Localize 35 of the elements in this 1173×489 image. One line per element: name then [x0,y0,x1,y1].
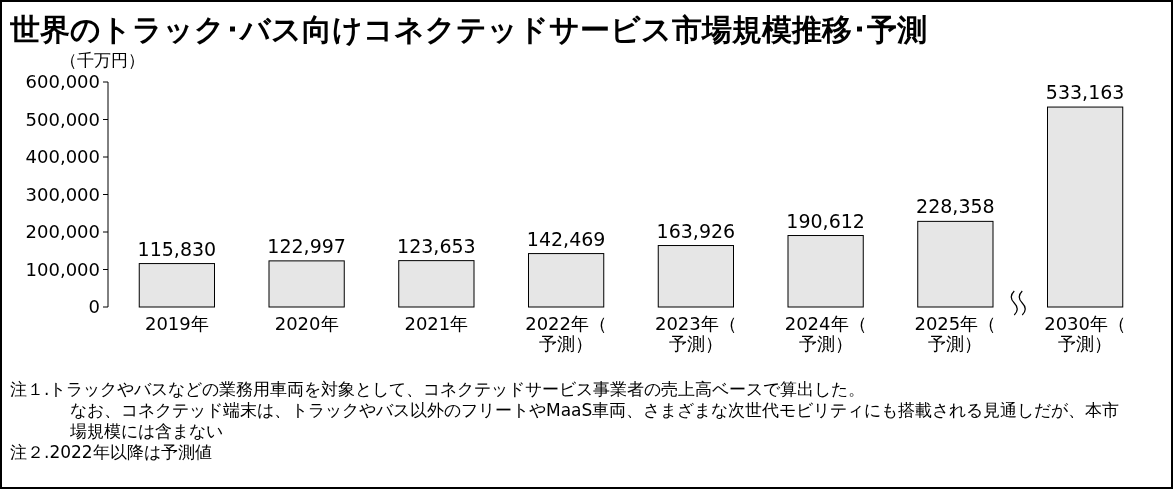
x-tick-label: 2022年（予測） [525,313,608,354]
bar [138,263,215,308]
y-tick-label: 400,000 [25,146,100,168]
bar [268,260,345,308]
data-label: 122,997 [267,234,346,257]
data-label: 123,653 [397,234,476,257]
data-label: 163,926 [656,219,736,242]
bar [528,253,605,308]
bar [1047,106,1124,308]
data-label: 190,612 [786,209,865,232]
x-tick-label: 2023年（予測） [654,313,737,354]
x-tick-label: 2030年（予測） [1044,313,1127,354]
y-tick-label: 300,000 [25,183,100,205]
y-tick-label: 100,000 [25,258,100,280]
data-label: 228,358 [916,195,995,218]
y-tick-label: 0 [88,296,100,318]
bar [787,235,864,308]
data-label: 115,830 [137,237,217,260]
chart-title: 世界のトラック･バス向けコネクテッドサービス市場規模推移･予測 [9,12,927,47]
bar [917,220,994,308]
x-tick-label: 2021年 [404,313,469,334]
bar [398,260,475,308]
y-axis-title: （千万円） [60,50,145,70]
text: 注２.2022年以降は予測値 [10,442,212,462]
bar [657,245,734,308]
x-tick-label: 2020年 [274,313,339,334]
y-tick-label: 500,000 [25,108,100,130]
text: 注１.トラックやバスなどの業務用車両を対象として、コネクテッドサービス事業者の売上高ベースで算出した。なお、コネクテッド端末は、トラックやバス以外のフリートやMaaS車両、さまざまな次世代モビリティにも搭載される見通しだが、本市場規模には含まない [10,379,1120,441]
data-label: 142,469 [526,227,606,250]
x-tick-label: 2019年 [144,313,209,334]
x-tick-label: 2025年（予測） [914,313,997,354]
x-tick-label: 2024年（予測） [784,313,867,354]
y-tick-label: 600,000 [25,71,100,93]
data-label: 533,163 [1045,81,1125,104]
y-tick-label: 200,000 [25,221,100,243]
